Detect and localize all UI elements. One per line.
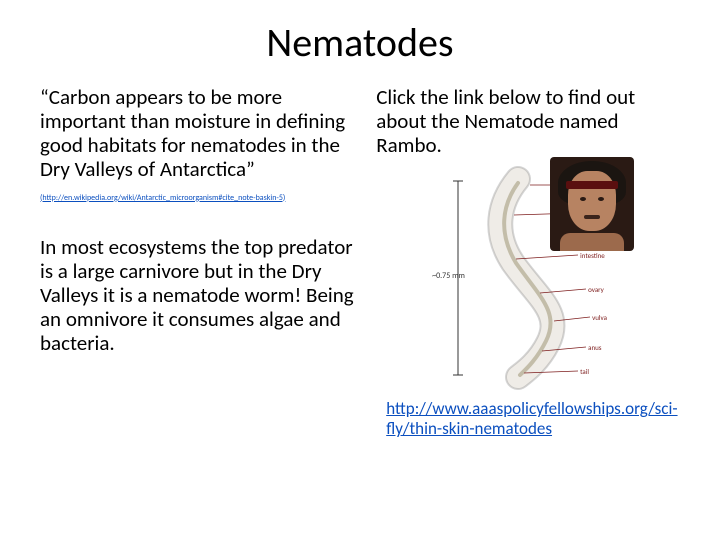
annot-4: vulva <box>592 313 607 322</box>
two-column-layout: “Carbon appears to be more important tha… <box>40 85 680 439</box>
annot-2: intestine <box>580 251 605 260</box>
slide: Nematodes “Carbon appears to be more imp… <box>0 0 720 540</box>
annot-3: ovary <box>588 285 604 294</box>
citation-wrap: (http://en.wikipedia.org/wiki/Antarctic_… <box>40 186 356 205</box>
rambo-chest <box>560 233 624 251</box>
page-title: Nematodes <box>40 18 680 67</box>
quote-text: “Carbon appears to be more important tha… <box>40 85 356 182</box>
rambo-face <box>568 171 616 231</box>
right-column: Click the link below to find out about t… <box>376 85 680 439</box>
external-link[interactable]: http://www.aaaspolicyfellowships.org/sci… <box>376 399 680 438</box>
annot-5: anus <box>588 343 601 352</box>
right-intro-text: Click the link below to find out about t… <box>376 85 680 157</box>
scale-label: ~0.75 mm <box>432 271 465 281</box>
nematode-diagram: ~0.75 mm stoma pharynx intestine ovary v… <box>428 163 628 393</box>
left-column: “Carbon appears to be more important tha… <box>40 85 356 439</box>
annot-6: tail <box>580 367 589 376</box>
rambo-thumbnail <box>550 157 634 251</box>
rambo-mouth <box>584 215 600 219</box>
figure-area: ~0.75 mm stoma pharynx intestine ovary v… <box>376 163 680 393</box>
citation-link[interactable]: (http://en.wikipedia.org/wiki/Antarctic_… <box>40 193 285 203</box>
body-text: In most ecosystems the top predator is a… <box>40 235 356 356</box>
rambo-headband <box>566 181 618 189</box>
